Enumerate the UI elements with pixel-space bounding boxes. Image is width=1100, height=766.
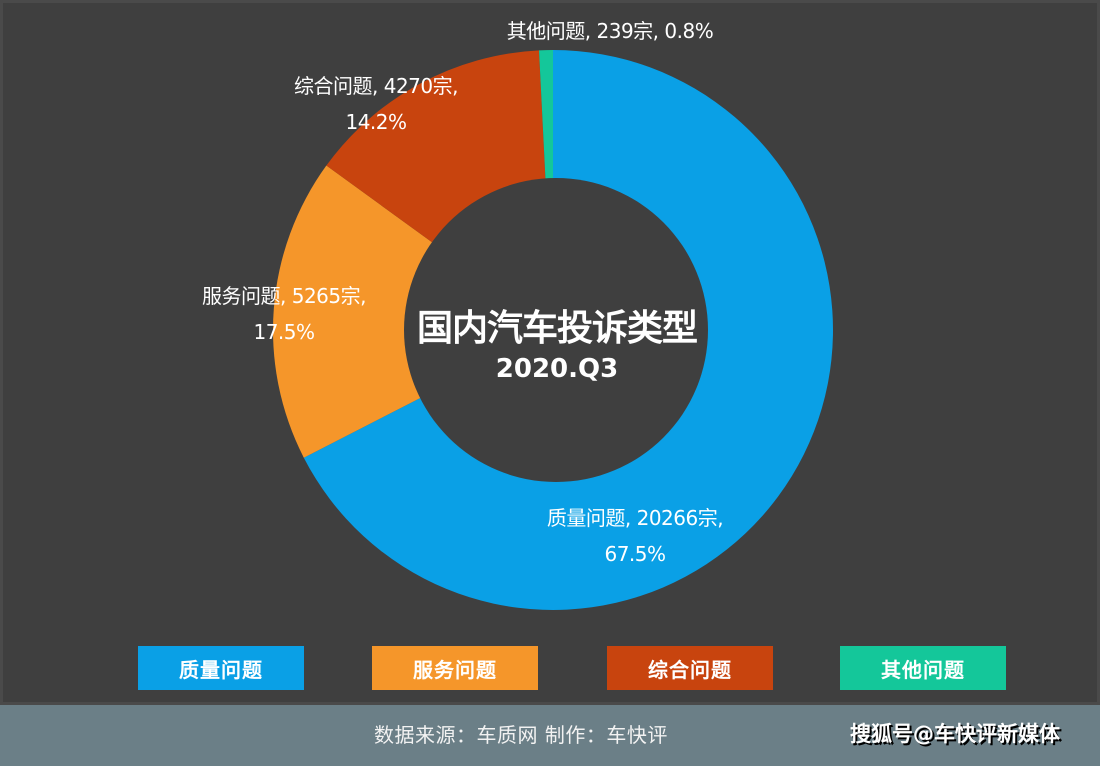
data-label-comprehensive: 综合问题, 4270宗, 14.2% bbox=[294, 74, 458, 134]
legend-label: 综合问题 bbox=[648, 657, 732, 682]
legend-item-service: 服务问题 bbox=[372, 646, 538, 690]
legend-label: 服务问题 bbox=[413, 657, 497, 682]
footer-bar bbox=[0, 705, 1100, 766]
legend-label: 其他问题 bbox=[881, 657, 965, 682]
legend-item-other: 其他问题 bbox=[840, 646, 1006, 690]
chart-title: 国内汽车投诉类型 bbox=[416, 308, 698, 349]
watermark-brand: 搜狐号@车快评新媒体 bbox=[850, 722, 1060, 746]
legend-item-quality: 质量问题 bbox=[138, 646, 304, 690]
chart-subtitle: 2020.Q3 bbox=[495, 354, 619, 384]
donut-chart bbox=[273, 50, 834, 610]
data-label-service: 服务问题, 5265宗, 17.5% bbox=[202, 284, 366, 344]
legend-item-comprehensive: 综合问题 bbox=[607, 646, 773, 690]
data-label-quality: 质量问题, 20266宗, 67.5% bbox=[546, 506, 724, 566]
data-label-other: 其他问题, 239宗, 0.8% bbox=[506, 19, 714, 43]
donut-hole bbox=[404, 178, 708, 482]
data-source-note: 数据来源：车质网 制作：车快评 bbox=[374, 723, 668, 747]
legend-label: 质量问题 bbox=[179, 657, 263, 682]
